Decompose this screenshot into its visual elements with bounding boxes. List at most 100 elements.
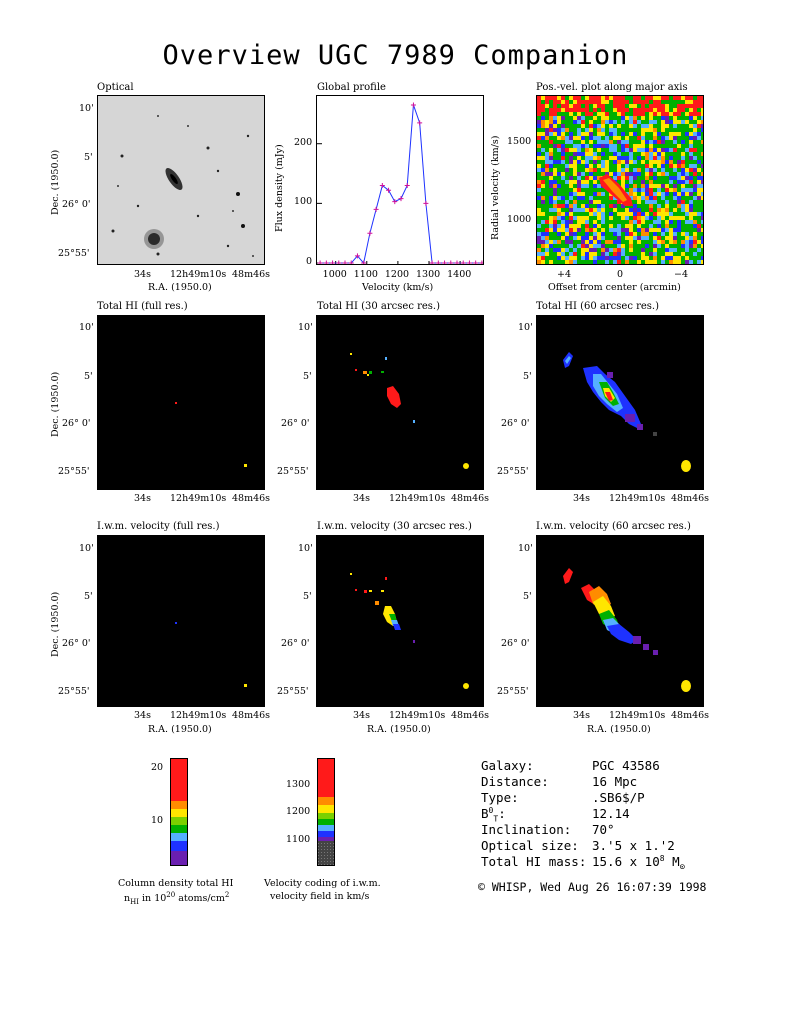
- pv-cell: [661, 176, 665, 180]
- pv-cell: [693, 116, 697, 120]
- pv-cell: [597, 248, 601, 252]
- pv-cell: [597, 116, 601, 120]
- pv-cell: [613, 132, 617, 136]
- pv-cell: [613, 220, 617, 224]
- pv-cell: [701, 160, 703, 164]
- pv-cell: [649, 196, 653, 200]
- pv-cell: [617, 224, 621, 228]
- pv-cell: [589, 240, 593, 244]
- pv-cell: [557, 108, 561, 112]
- pv-cell: [577, 224, 581, 228]
- pv-cell: [537, 160, 541, 164]
- pv-cell: [697, 124, 701, 128]
- pv-cell: [665, 228, 669, 232]
- pv-cell: [673, 156, 677, 160]
- profile-plot: [317, 102, 483, 264]
- ra-axis-label: R.A. (1950.0): [587, 724, 651, 735]
- pv-cell: [609, 120, 613, 124]
- dec-axis-label: Dec. (1950.0): [50, 371, 61, 437]
- pv-cell: [545, 220, 549, 224]
- pv-cell: [601, 96, 605, 100]
- profile-point: [354, 253, 360, 259]
- pv-cell: [657, 256, 661, 260]
- pv-cell: [573, 172, 577, 176]
- pv-cell: [605, 208, 609, 212]
- pv-cell: [673, 116, 677, 120]
- pv-cell: [685, 220, 689, 224]
- dec-tick: 25°55': [277, 686, 309, 697]
- pv-cell: [697, 156, 701, 160]
- pv-cell: [549, 176, 553, 180]
- pv-cell: [653, 252, 657, 256]
- pv-cell: [577, 200, 581, 204]
- pv-cell: [545, 140, 549, 144]
- pv-cell: [537, 172, 541, 176]
- pv-cell: [637, 260, 641, 264]
- pv-cell: [653, 192, 657, 196]
- pv-cell: [681, 112, 685, 116]
- pv-cell: [585, 148, 589, 152]
- pv-cell: [589, 256, 593, 260]
- pv-cell: [549, 164, 553, 168]
- pv-cell: [689, 256, 693, 260]
- pv-cell: [581, 260, 585, 264]
- pv-cell: [685, 140, 689, 144]
- pv-cell: [569, 192, 573, 196]
- pv-cell: [649, 240, 653, 244]
- pv-cell: [689, 136, 693, 140]
- pv-cell: [689, 204, 693, 208]
- pv-cell: [593, 252, 597, 256]
- pv-cell: [541, 236, 545, 240]
- pv-cell: [593, 240, 597, 244]
- pv-cell: [613, 244, 617, 248]
- pv-cell: [645, 244, 649, 248]
- pv-cell: [549, 256, 553, 260]
- pv-cell: [613, 96, 617, 100]
- pv-cell: [557, 124, 561, 128]
- pv-cell: [657, 164, 661, 168]
- pv-cell: [673, 152, 677, 156]
- pv-cell: [557, 152, 561, 156]
- pv-cell: [589, 144, 593, 148]
- global-profile-chart: [316, 95, 484, 265]
- pv-cell: [613, 224, 617, 228]
- pv-cell: [609, 260, 613, 264]
- pv-cell: [661, 172, 665, 176]
- pv-cell: [537, 252, 541, 256]
- pv-cell: [637, 208, 641, 212]
- pv-cell: [541, 248, 545, 252]
- pv-cell: [541, 160, 545, 164]
- pv-cell: [565, 228, 569, 232]
- pv-cell: [665, 260, 669, 264]
- pv-cell: [577, 208, 581, 212]
- pv-cell: [573, 216, 577, 220]
- profile-point: [466, 260, 472, 264]
- pv-cell: [701, 244, 703, 248]
- pv-cell: [701, 240, 703, 244]
- pv-cell: [553, 132, 557, 136]
- pv-cell: [601, 264, 605, 265]
- vel-30-title: I.w.m. velocity (30 arcsec res.): [317, 521, 472, 532]
- pv-cell: [661, 140, 665, 144]
- pv-cell: [649, 176, 653, 180]
- optical-ra-label: R.A. (1950.0): [148, 282, 212, 293]
- pv-cell: [569, 160, 573, 164]
- pv-cell: [609, 152, 613, 156]
- pv-cell: [645, 144, 649, 148]
- pv-cell: [541, 252, 545, 256]
- pv-cell: [613, 176, 617, 180]
- pv-cell: [621, 136, 625, 140]
- pv-cell: [617, 252, 621, 256]
- pv-cell: [669, 232, 673, 236]
- pv-cell: [681, 236, 685, 240]
- info-size-value: 3.'5 x 1.'2: [592, 838, 675, 853]
- pv-cell: [633, 176, 637, 180]
- pv-cell: [689, 176, 693, 180]
- pv-cell: [701, 184, 703, 188]
- pv-cell: [581, 232, 585, 236]
- pv-cell: [701, 228, 703, 232]
- pv-cell: [565, 256, 569, 260]
- pv-cell: [565, 104, 569, 108]
- pv-cell: [541, 128, 545, 132]
- pv-cell: [649, 248, 653, 252]
